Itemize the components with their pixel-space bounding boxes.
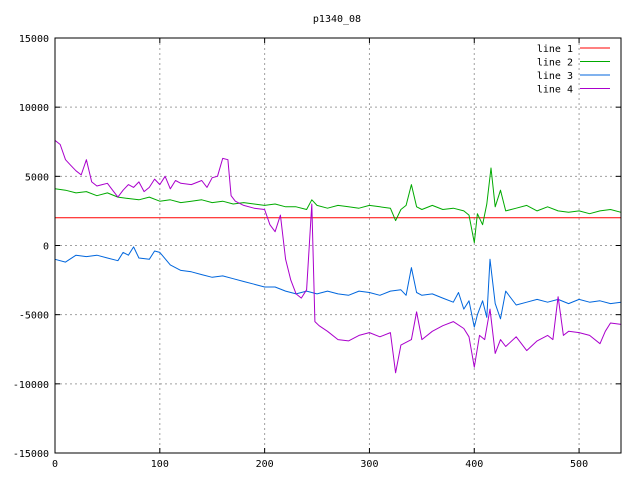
x-tick-label: 100 bbox=[151, 459, 169, 470]
y-tick-label: 10000 bbox=[19, 103, 49, 114]
y-tick-label: 15000 bbox=[19, 34, 49, 45]
legend-label-2: line 2 bbox=[537, 58, 573, 69]
y-tick-label: -15000 bbox=[13, 449, 49, 460]
y-tick-label: 0 bbox=[43, 242, 49, 253]
series-line-2 bbox=[54, 167, 622, 244]
legend: line 1 line 2 line 3 line 4 bbox=[537, 44, 610, 96]
y-tick-label: -10000 bbox=[13, 380, 49, 391]
plot-frame bbox=[54, 37, 622, 454]
legend-label-1: line 1 bbox=[537, 44, 573, 55]
series-line-3 bbox=[54, 246, 622, 328]
x-tick-label: 200 bbox=[256, 459, 274, 470]
chart-title: p1340_08 bbox=[313, 14, 361, 25]
legend-label-3: line 3 bbox=[537, 71, 573, 82]
y-tick-label: 5000 bbox=[25, 172, 49, 183]
legend-label-4: line 4 bbox=[537, 85, 573, 96]
series-lines bbox=[54, 140, 622, 374]
x-tick-label: 0 bbox=[52, 459, 58, 470]
series-line-4 bbox=[54, 140, 622, 374]
y-tick-label: -5000 bbox=[19, 311, 49, 322]
grid bbox=[55, 38, 621, 453]
axis-ticks: 0 100 200 300 400 500 -15000 -10000 -5000 0 5000 10… bbox=[13, 34, 621, 470]
x-tick-label: 300 bbox=[360, 459, 378, 470]
x-tick-label: 500 bbox=[570, 459, 588, 470]
x-tick-label: 400 bbox=[465, 459, 483, 470]
